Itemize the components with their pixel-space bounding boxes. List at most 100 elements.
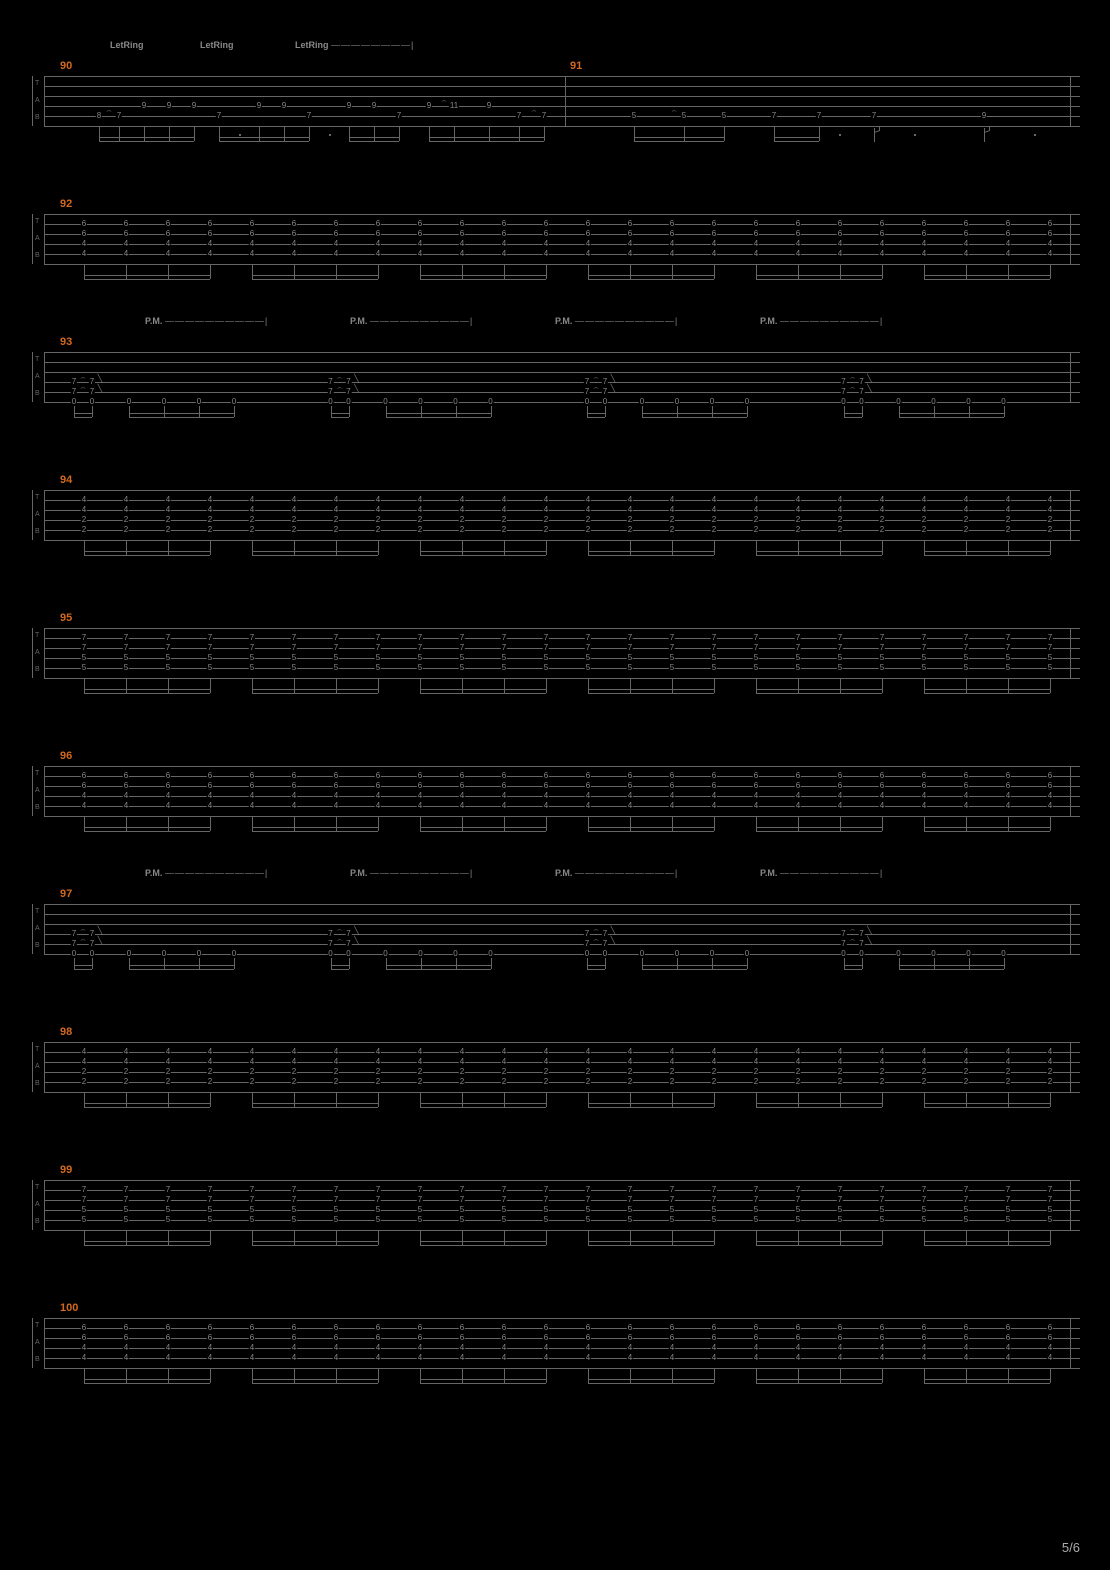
fret-number: 4 — [585, 1344, 591, 1352]
fret-number: 4 — [669, 506, 675, 514]
fret-number: 4 — [669, 1048, 675, 1056]
fret-number: 5 — [795, 664, 801, 672]
fret-number: 5 — [963, 1206, 969, 1214]
fret-number: 9 — [426, 102, 432, 110]
fret-number: 9 — [281, 102, 287, 110]
fret-number: 0 — [327, 950, 333, 958]
fret-number: 4 — [417, 1354, 423, 1362]
fret-number: 7 — [585, 1186, 591, 1194]
fret-number: 6 — [543, 1334, 549, 1342]
fret-number: 6 — [417, 1334, 423, 1342]
fret-number: 2 — [627, 526, 633, 534]
fret-number: 4 — [81, 1344, 87, 1352]
fret-number: 4 — [711, 496, 717, 504]
barline — [44, 766, 45, 816]
beam-group — [252, 1232, 378, 1246]
beam-group — [924, 1094, 1050, 1108]
fret-number: 4 — [879, 802, 885, 810]
fret-number: 7 — [669, 1186, 675, 1194]
fret-number: 4 — [921, 250, 927, 258]
fret-number: 2 — [1047, 1068, 1053, 1076]
fret-number: 6 — [165, 230, 171, 238]
fret-number: 5 — [501, 664, 507, 672]
fret-number: 4 — [291, 802, 297, 810]
fret-number: 2 — [753, 1068, 759, 1076]
fret-number: 4 — [921, 792, 927, 800]
tab-staff: TAB6644664466446644664466446644664466446… — [30, 1318, 1080, 1368]
fret-number: 4 — [963, 802, 969, 810]
fret-number: 4 — [417, 240, 423, 248]
fret-number: 9 — [486, 102, 492, 110]
fret-number: 4 — [459, 496, 465, 504]
fret-number: 6 — [669, 1324, 675, 1332]
tab-clef: TAB — [32, 352, 40, 402]
fret-number: 4 — [165, 1058, 171, 1066]
fret-number: 4 — [1047, 802, 1053, 810]
tab-staff: TAB7755775577557755775577557755775577557… — [30, 1180, 1080, 1230]
fret-number: 4 — [1005, 1344, 1011, 1352]
fret-number: 6 — [249, 1334, 255, 1342]
fret-number: 2 — [963, 1068, 969, 1076]
fret-number: 4 — [291, 1048, 297, 1056]
fret-number: 2 — [879, 1068, 885, 1076]
fret-number: 2 — [711, 1068, 717, 1076]
tab-clef: TAB — [32, 214, 40, 264]
annotation-row — [30, 730, 1080, 748]
barline — [1070, 628, 1071, 678]
fret-number: 7 — [963, 634, 969, 642]
fret-number: 6 — [165, 1334, 171, 1342]
tab-clef: TAB — [32, 76, 40, 126]
fret-number: 6 — [753, 772, 759, 780]
tie-arc: ⌢ — [593, 383, 598, 393]
tab-staff: TAB4422442244224422442244224422442244224… — [30, 490, 1080, 540]
fret-number: 6 — [1047, 782, 1053, 790]
fret-number: 2 — [123, 1068, 129, 1076]
fret-number: 4 — [543, 496, 549, 504]
fret-number: 7 — [291, 634, 297, 642]
fret-number: 0 — [895, 398, 901, 406]
fret-number: 6 — [81, 772, 87, 780]
fret-number: 6 — [879, 772, 885, 780]
beam-row — [44, 818, 1080, 832]
fret-number: 4 — [207, 506, 213, 514]
measure-number: 100 — [60, 1302, 78, 1314]
fret-number: 7 — [543, 644, 549, 652]
fret-number: 6 — [669, 1334, 675, 1342]
fret-number: 6 — [249, 1324, 255, 1332]
fret-number: 4 — [1047, 250, 1053, 258]
fret-number: 6 — [1005, 1334, 1011, 1342]
fret-number: 4 — [837, 1058, 843, 1066]
fret-number: 4 — [543, 802, 549, 810]
fret-number: 4 — [249, 1058, 255, 1066]
beam-group — [924, 1232, 1050, 1246]
fret-number: 4 — [165, 250, 171, 258]
fret-number: 4 — [1005, 1354, 1011, 1362]
fret-number: 7 — [585, 644, 591, 652]
fret-number: 6 — [669, 230, 675, 238]
barline — [44, 214, 45, 264]
fret-number: 4 — [165, 792, 171, 800]
fret-number: 7 — [459, 1196, 465, 1204]
tab-clef: TAB — [32, 766, 40, 816]
fret-number: 7 — [501, 1186, 507, 1194]
fret-number: 6 — [627, 220, 633, 228]
fret-number: 5 — [921, 654, 927, 662]
fret-number: 6 — [1005, 772, 1011, 780]
slide-mark: ╲ — [354, 936, 359, 945]
page-number: 5/6 — [1062, 1540, 1080, 1555]
fret-number: 4 — [669, 802, 675, 810]
fret-number: 7 — [858, 940, 864, 948]
fret-number: 4 — [249, 792, 255, 800]
fret-number: 7 — [602, 378, 608, 386]
fret-number: 4 — [291, 792, 297, 800]
fret-number: 4 — [333, 1048, 339, 1056]
fret-number: 2 — [207, 1068, 213, 1076]
tie-arc: ⌢ — [850, 935, 855, 945]
fret-number: 7 — [333, 634, 339, 642]
fret-number: 2 — [795, 516, 801, 524]
annotation-row: P.M. ——————————|P.M. ——————————|P.M. ———… — [30, 868, 1080, 886]
fret-number: 4 — [753, 240, 759, 248]
fret-number: 0 — [89, 398, 95, 406]
fret-number: 0 — [1000, 398, 1006, 406]
fret-number: 2 — [459, 516, 465, 524]
